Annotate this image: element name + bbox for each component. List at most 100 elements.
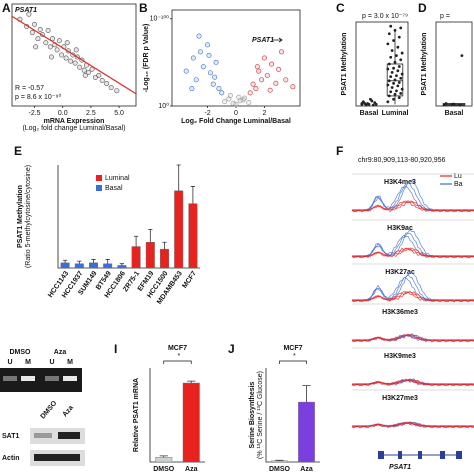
point — [444, 102, 448, 105]
error-bar — [176, 164, 181, 191]
point — [387, 79, 391, 83]
significance-bracket — [279, 360, 307, 364]
point — [276, 66, 282, 72]
error-bar — [77, 260, 82, 264]
signal-trace — [351, 200, 474, 213]
signal-trace — [351, 271, 474, 303]
point — [386, 83, 390, 87]
point — [386, 42, 390, 46]
point — [261, 55, 267, 61]
y-axis-label: -Log₁₀ (FDR p Value) — [143, 24, 150, 93]
track-label: H3K4me3 — [384, 179, 416, 186]
y-axis-label: PSAT1 Methylation — [341, 33, 348, 96]
point — [81, 67, 87, 73]
point — [200, 64, 206, 70]
bar — [145, 242, 155, 269]
point — [59, 52, 65, 58]
point — [392, 39, 395, 42]
point — [460, 54, 464, 57]
y-axis-label: PSAT1 Methylation — [17, 185, 24, 248]
y-axis-note: (% ¹³C Serine / ¹³C Glucose) — [257, 371, 264, 459]
error-bar — [187, 380, 196, 384]
point — [77, 64, 83, 70]
track-label: H3K9me3 — [384, 353, 416, 360]
y-tick-label: 10⁰ — [158, 102, 169, 110]
bar — [103, 263, 113, 269]
point — [246, 100, 252, 106]
point — [68, 58, 74, 64]
x-tick-label: Aza — [300, 466, 313, 473]
point — [390, 71, 394, 74]
point — [82, 72, 88, 78]
error-bar — [133, 235, 139, 247]
point — [283, 77, 289, 83]
point — [63, 55, 69, 61]
x-tick-label: Basal — [360, 110, 379, 117]
signal-trace — [351, 334, 474, 343]
x-axis-label: Log₂ Fold Change Luminal/Basal — [181, 118, 291, 125]
point — [190, 55, 196, 61]
x-tick-label: DMSO — [269, 466, 291, 473]
treatment-label: DMSO — [10, 349, 32, 356]
track-label: H3K9ac — [387, 225, 413, 232]
x-tick-label: Luminal — [382, 110, 409, 117]
blot-treatment: DMSO — [40, 399, 59, 420]
track-label: H3K27me3 — [382, 395, 418, 402]
point — [33, 44, 39, 50]
lane-label: M — [67, 359, 73, 366]
y-axis-label: Serine Biosynthesis — [249, 381, 256, 448]
point — [230, 100, 236, 106]
point — [114, 88, 120, 94]
gel-band — [45, 376, 59, 381]
point — [367, 102, 371, 106]
point — [219, 90, 225, 96]
bar — [298, 401, 315, 463]
point — [29, 30, 35, 36]
point — [213, 59, 219, 65]
gene-label: PSAT1 — [389, 464, 411, 471]
error-bar — [62, 259, 68, 263]
point — [396, 69, 400, 73]
point — [236, 94, 242, 100]
point — [256, 68, 262, 74]
signal-trace — [351, 290, 474, 303]
blot-treatment: Aza — [62, 404, 75, 418]
x-tick-label: 0.0 — [58, 110, 68, 117]
bar — [74, 263, 84, 269]
x-tick-label: 0 — [234, 110, 238, 117]
panel-letter: E — [14, 144, 22, 158]
point — [72, 60, 78, 66]
panel-letter: C — [336, 1, 345, 15]
gel-band — [63, 376, 77, 381]
chart-title: MCF7 — [168, 345, 187, 352]
point — [197, 49, 203, 55]
legend-swatch — [96, 175, 102, 181]
point — [254, 64, 260, 70]
point — [47, 44, 53, 50]
point — [395, 89, 398, 93]
point — [389, 75, 393, 78]
bar — [174, 190, 184, 269]
signal-trace — [351, 421, 474, 429]
bar — [89, 262, 98, 269]
point — [399, 58, 403, 62]
signal-trace — [351, 277, 474, 303]
point — [374, 102, 378, 106]
point — [233, 101, 239, 107]
point — [393, 78, 397, 82]
panel-letter: D — [418, 1, 427, 15]
annotation: p = — [440, 13, 450, 20]
point — [397, 96, 401, 99]
signal-trace — [351, 247, 474, 259]
point — [247, 90, 253, 96]
annotation: * — [178, 353, 181, 360]
point — [210, 81, 216, 87]
point — [370, 99, 374, 103]
x-tick-label: Basal — [445, 110, 464, 117]
point — [396, 84, 400, 88]
signal-trace — [351, 291, 474, 303]
bar — [117, 265, 127, 269]
point — [269, 61, 275, 67]
point — [240, 97, 246, 103]
panel-letter: A — [2, 1, 11, 15]
